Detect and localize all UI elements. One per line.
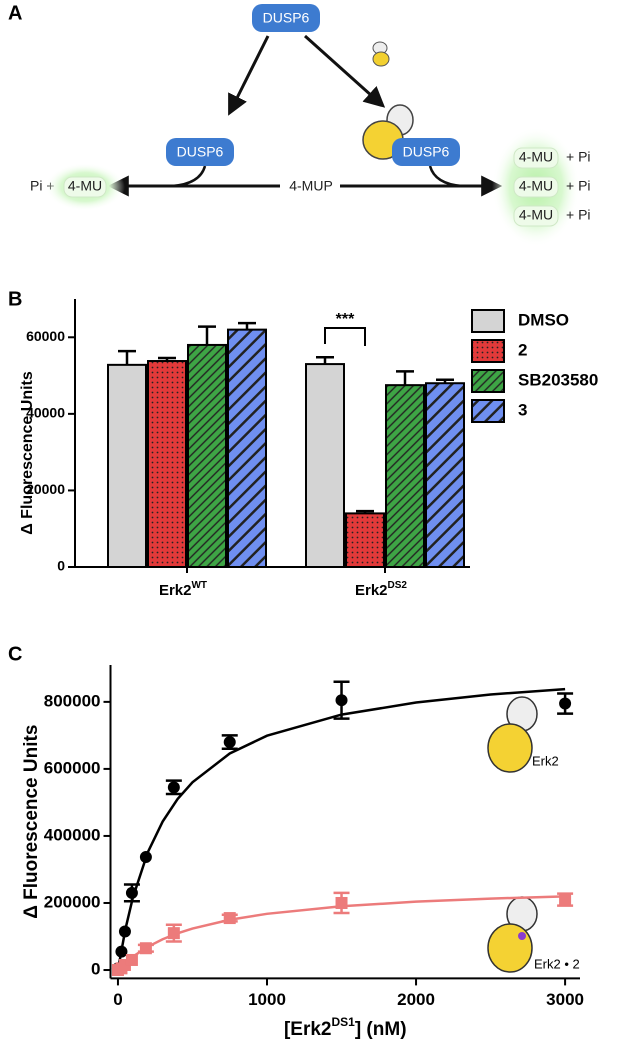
marker	[125, 953, 138, 966]
series-label: Erk2 • 2	[534, 956, 580, 971]
legend-swatch	[471, 339, 505, 363]
marker	[335, 694, 348, 707]
legend-label: 3	[518, 400, 527, 419]
x-axis-label-part: [Erk2	[284, 1019, 332, 1040]
product-box	[513, 147, 559, 169]
x-tick-label: 1000	[248, 990, 286, 1009]
enzyme-label: DUSP6	[177, 144, 224, 160]
product-box	[513, 176, 559, 198]
bar	[147, 360, 187, 568]
marker	[335, 896, 348, 909]
product-suffix: + Pi	[566, 178, 591, 194]
x-axis-label-part: ] (nM)	[355, 1019, 407, 1040]
marker	[115, 945, 128, 958]
connector	[428, 165, 463, 188]
x-tick-label: Erk2WT	[159, 580, 207, 599]
product: 4-MU	[68, 178, 102, 194]
legend-label: SB203580	[518, 370, 598, 389]
ligand	[518, 932, 526, 940]
bar	[345, 512, 385, 569]
product-suffix: + Pi	[566, 149, 591, 165]
legend-swatch	[471, 369, 505, 393]
legend-swatch	[471, 399, 505, 423]
product-suffix: + Pi	[566, 207, 591, 223]
significance-label: ***	[336, 311, 355, 328]
x-tick-label: Erk2DS2	[355, 580, 407, 599]
category-superscript: DS2	[388, 580, 408, 591]
x-tick-label: 2000	[397, 990, 435, 1009]
bar	[305, 363, 345, 569]
y-tick-label: 40000	[26, 405, 65, 421]
marker	[167, 927, 180, 940]
y-tick-label: 20000	[26, 481, 65, 497]
enzyme-label: DUSP6	[403, 144, 450, 160]
legend-label: DMSO	[518, 310, 569, 329]
arrow	[228, 35, 270, 116]
product-box	[63, 176, 107, 198]
marker	[139, 851, 152, 864]
legend-swatch	[471, 309, 505, 333]
marker	[223, 912, 236, 925]
y-tick-label: 600000	[44, 758, 101, 777]
bar	[227, 328, 267, 568]
x-tick-label: 0	[113, 990, 122, 1009]
panel-label: A	[8, 2, 22, 24]
marker	[125, 886, 138, 899]
substrate: 4-MUP	[289, 178, 333, 194]
enzyme: DUSP6	[166, 138, 234, 166]
y-tick-label: 800000	[44, 691, 101, 710]
icon	[362, 41, 414, 160]
label-bg	[282, 176, 340, 196]
enzyme-label: DUSP6	[263, 10, 310, 26]
bar	[107, 363, 147, 569]
enzyme: DUSP6	[252, 4, 320, 32]
marker	[139, 942, 152, 955]
significance-bracket	[324, 327, 366, 346]
icon	[487, 896, 538, 973]
marker	[559, 893, 572, 906]
marker	[167, 781, 180, 794]
series-label: Erk2	[532, 753, 559, 768]
category-superscript: WT	[191, 580, 207, 591]
y-axis-label: Δ Fluorescence Units	[19, 371, 36, 535]
bar	[385, 384, 425, 568]
bar	[187, 343, 227, 569]
y-tick-label: 200000	[44, 892, 101, 911]
connector	[171, 165, 207, 188]
category-name: Erk2	[355, 582, 388, 599]
y-tick-label: 60000	[26, 328, 65, 344]
enzyme: DUSP6	[392, 138, 460, 166]
x-axis-label-sup: DS1	[331, 1015, 355, 1029]
panel-label: B	[8, 288, 22, 310]
bar	[425, 382, 465, 568]
icon	[487, 696, 538, 773]
x-axis-label: [Erk2DS1] (nM)	[284, 1015, 407, 1040]
product: 4-MU	[519, 178, 553, 194]
x-tick-label: 3000	[546, 990, 584, 1009]
marker	[559, 697, 572, 710]
y-tick-label: 0	[57, 558, 65, 574]
marker	[223, 736, 236, 749]
product: 4-MU	[519, 149, 553, 165]
category-name: Erk2	[159, 582, 192, 599]
product: 4-MU	[519, 207, 553, 223]
y-axis-label: Δ Fluorescence Units	[21, 725, 42, 919]
legend-label: 2	[518, 340, 527, 359]
right-products: 4-MU + Pi 4-MU + Pi 4-MU + Pi	[492, 127, 591, 247]
diagram: DUSP6 DUSP6 DUSP6 4-MUP Pi + 4-MU 4-MU +…	[30, 4, 591, 247]
product-box	[513, 205, 559, 227]
marker	[118, 925, 131, 938]
arrow	[303, 34, 386, 108]
y-tick-label: 0	[91, 960, 100, 979]
panel-label: C	[8, 643, 22, 665]
y-tick-label: 400000	[44, 825, 101, 844]
